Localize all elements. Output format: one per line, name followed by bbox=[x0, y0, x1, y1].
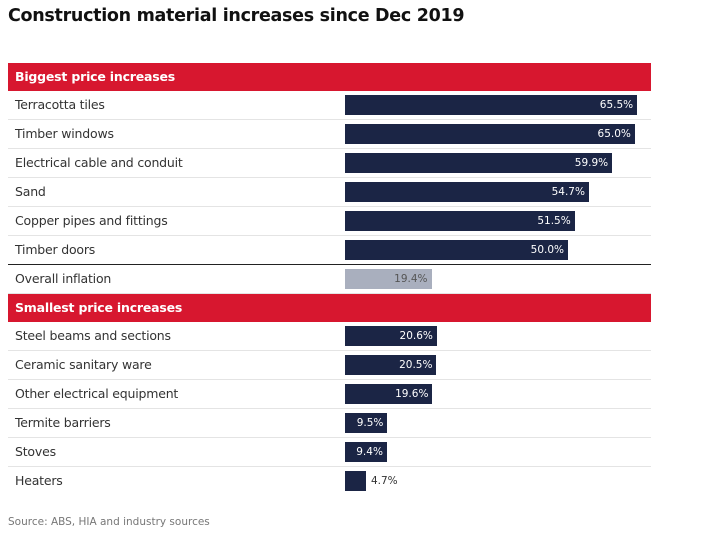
value-label: 51.5% bbox=[537, 215, 571, 227]
bar-row: Timber doors 50.0% bbox=[8, 236, 651, 265]
bar bbox=[345, 326, 437, 346]
bar bbox=[345, 211, 575, 231]
value-label: 59.9% bbox=[574, 157, 609, 169]
value-label: 4.7% bbox=[370, 475, 398, 487]
bar-row: Terracotta tiles 65.5% bbox=[8, 91, 651, 120]
chart-title: Construction material increases since De… bbox=[8, 6, 465, 26]
value-label: 9.4% bbox=[356, 446, 383, 458]
category-label: Termite barriers bbox=[15, 415, 111, 430]
category-label: Steel beams and sections bbox=[15, 328, 171, 343]
value-label: 19.4% bbox=[394, 273, 428, 285]
category-label: Other electrical equipment bbox=[15, 386, 179, 401]
bar-row: Timber windows 65.0% bbox=[8, 120, 651, 149]
category-label: Heaters bbox=[15, 473, 63, 488]
bar bbox=[345, 471, 366, 491]
value-label: 20.5% bbox=[399, 359, 433, 371]
category-label: Electrical cable and conduit bbox=[15, 155, 183, 170]
group-header: Biggest price increases bbox=[8, 63, 651, 91]
category-label: Copper pipes and fittings bbox=[15, 213, 168, 228]
category-label: Terracotta tiles bbox=[15, 97, 105, 112]
bar bbox=[345, 182, 589, 202]
category-label: Ceramic sanitary ware bbox=[15, 357, 152, 372]
bar-row: Sand 54.7% bbox=[8, 178, 651, 207]
bar-chart: Biggest price increases Terracotta tiles 6… bbox=[8, 63, 651, 496]
source-note: Source: ABS, HIA and industry sources bbox=[8, 516, 210, 528]
category-label: Timber doors bbox=[15, 242, 96, 257]
bar-row: Copper pipes and fittings 51.5% bbox=[8, 207, 651, 236]
bar-row: Electrical cable and conduit 59.9% bbox=[8, 149, 651, 178]
bar bbox=[345, 384, 433, 404]
bar-row: Stoves 9.4% bbox=[8, 438, 651, 467]
value-label: 19.6% bbox=[395, 388, 429, 400]
category-label: Timber windows bbox=[15, 126, 114, 141]
bar-row: Ceramic sanitary ware 20.5% bbox=[8, 351, 651, 380]
group-header: Smallest price increases bbox=[8, 294, 651, 322]
value-label: 54.7% bbox=[551, 186, 585, 198]
bar bbox=[345, 95, 638, 115]
bar-row: Overall inflation 19.4% bbox=[8, 265, 651, 294]
bar-row: Steel beams and sections 20.6% bbox=[8, 322, 651, 351]
bar bbox=[345, 413, 388, 433]
bar bbox=[345, 153, 613, 173]
bar-row: Termite barriers 9.5% bbox=[8, 409, 651, 438]
value-label: 9.5% bbox=[356, 417, 384, 429]
bar-row: Heaters 4.7% bbox=[8, 467, 651, 496]
category-label: Overall inflation bbox=[15, 271, 112, 286]
category-label: Stoves bbox=[15, 444, 56, 459]
value-label: 65.0% bbox=[597, 128, 631, 140]
bar bbox=[345, 240, 568, 260]
bar-row: Other electrical equipment 19.6% bbox=[8, 380, 651, 409]
value-label: 20.6% bbox=[399, 330, 433, 342]
bar bbox=[345, 124, 635, 144]
value-label: 50.0% bbox=[530, 244, 564, 256]
category-label: Sand bbox=[15, 184, 46, 199]
bar bbox=[345, 269, 432, 289]
value-label: 65.5% bbox=[599, 99, 634, 111]
bar bbox=[345, 442, 387, 462]
bar bbox=[345, 355, 437, 375]
